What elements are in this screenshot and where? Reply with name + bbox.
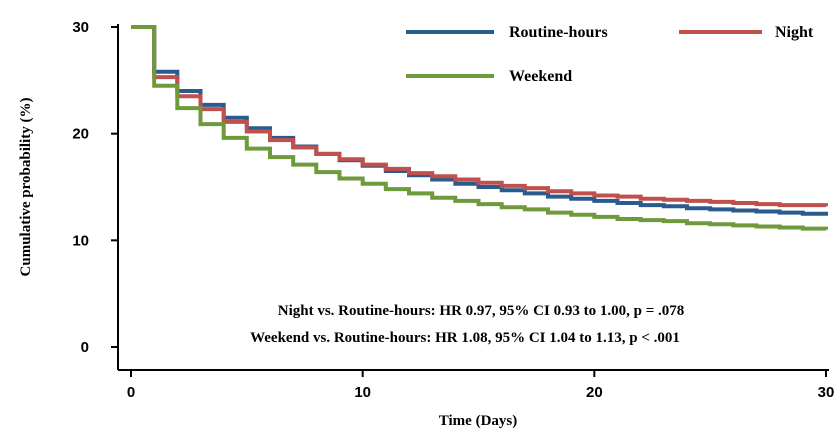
y-tick-label: 10 [72,232,89,249]
series-layer [131,25,828,231]
axes-layer: 0 10 20 30 0 10 20 30 [72,19,834,401]
x-tick-label: 10 [354,384,371,401]
series-line-night [131,25,828,208]
y-tick-label: 30 [72,19,89,36]
x-axis-title: Time (Days) [439,413,517,429]
legend-label-routine-hours: Routine-hours [509,24,608,41]
legend-label-night: Night [775,24,814,41]
y-axis-title: Cumulative probability (%) [18,98,34,277]
y-tick-label: 0 [81,339,89,356]
x-tick-label: 20 [586,384,603,401]
annotation-weekend-vs-routine: Weekend vs. Routine-hours: HR 1.08, 95% … [250,330,680,346]
legend: Routine-hours Night Weekend [406,24,814,85]
x-tick-label: 30 [818,384,835,401]
y-tick-label: 20 [72,126,89,143]
legend-label-weekend: Weekend [509,68,572,85]
series-line-weekend [131,25,828,231]
annotation-night-vs-routine: Night vs. Routine-hours: HR 0.97, 95% CI… [278,303,685,319]
x-tick-label: 0 [127,384,135,401]
